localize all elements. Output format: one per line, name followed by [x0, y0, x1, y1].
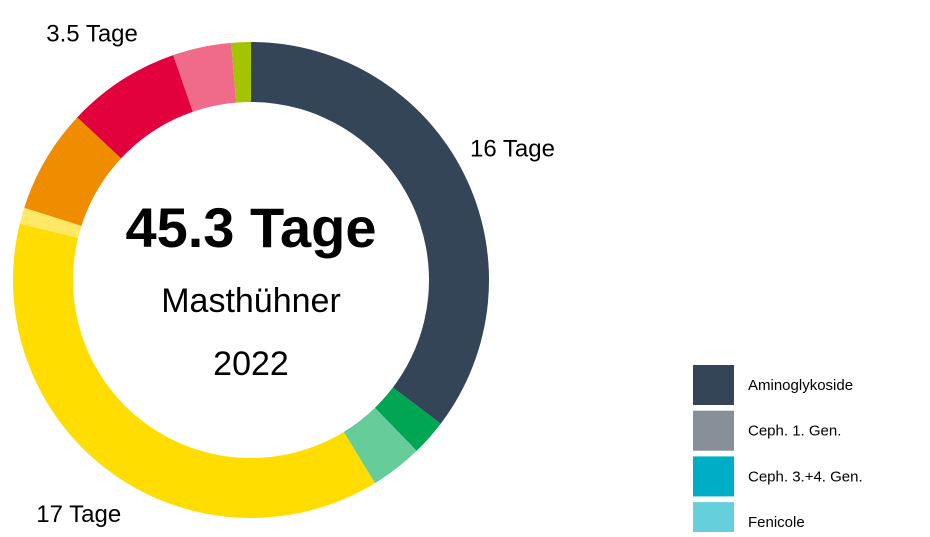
- center-title: 45.3 Tage: [125, 196, 376, 259]
- center-subtitle: Masthühner: [161, 282, 341, 320]
- legend-label: Aminoglykoside: [748, 377, 853, 394]
- center-year: 2022: [213, 345, 289, 383]
- donut-segment: [77, 55, 193, 159]
- donut-segment: [374, 387, 441, 451]
- legend-swatch: [693, 502, 734, 537]
- donut-segment: [24, 117, 122, 226]
- legend-swatch: [693, 410, 734, 451]
- donut-segment: [343, 407, 417, 484]
- donut-segment: [251, 42, 490, 424]
- donut-segment: [231, 42, 251, 103]
- donut-segment: [12, 223, 375, 518]
- legend-swatch: [693, 365, 734, 405]
- legend-label: Fenicole: [748, 514, 805, 531]
- legend-label: Ceph. 1. Gen.: [748, 423, 841, 440]
- donut-segment: [19, 207, 82, 238]
- legend-label: Ceph. 3.+4. Gen.: [748, 468, 863, 485]
- value-label: 17 Tage: [36, 501, 121, 528]
- legend-swatch: [693, 456, 734, 497]
- donut-segment: [173, 42, 237, 112]
- value-label: 16 Tage: [470, 135, 555, 162]
- value-label: 3.5 Tage: [46, 20, 138, 47]
